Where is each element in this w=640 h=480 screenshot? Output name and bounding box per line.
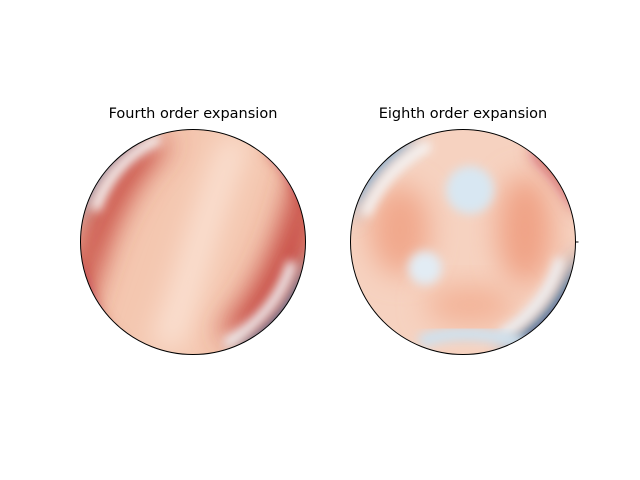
polar-heatmap-fourth-order xyxy=(80,129,306,355)
polar-heatmap-eighth-order xyxy=(350,129,576,355)
heatmap-edge-white-upper-left xyxy=(90,133,163,212)
heatmap-spot-upper-center xyxy=(446,166,494,214)
heatmap-edge-white-upper-left xyxy=(360,140,433,218)
heatmap-edge-blue-bottom xyxy=(417,327,528,352)
heatmap-edge-white-lower-right xyxy=(222,260,297,349)
chart-title-fourth-order: Fourth order expansion xyxy=(108,106,278,122)
heatmap-warm-right xyxy=(497,175,553,285)
heatmap-warm-left xyxy=(370,185,430,275)
heatmap-edge-white-lower-right xyxy=(497,256,565,340)
heatmap-spot-left-lower xyxy=(408,251,442,285)
heatmap-stripe-center xyxy=(150,135,250,350)
heatmap-band-right xyxy=(215,150,306,340)
chart-title-eighth-order: Eighth order expansion xyxy=(378,106,548,122)
heatmap-band-left xyxy=(80,140,175,330)
polar-frame-fourth-order xyxy=(80,129,306,355)
heatmap-warm-bottom xyxy=(425,285,515,325)
